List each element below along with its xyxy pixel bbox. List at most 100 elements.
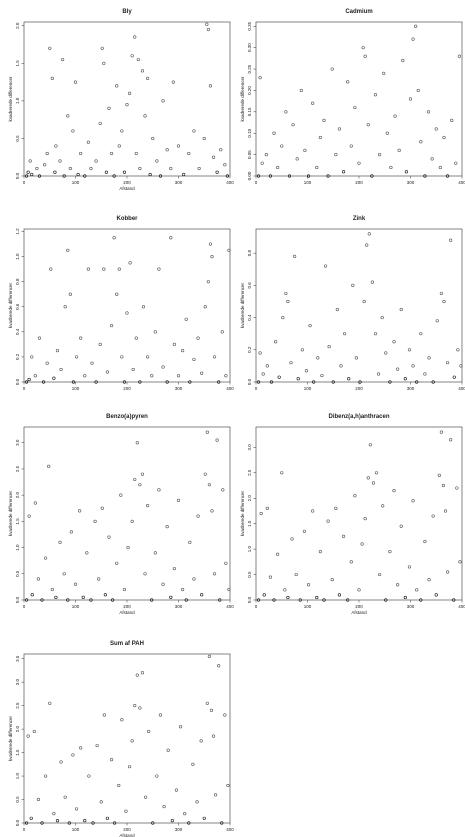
data-point (161, 365, 165, 369)
data-point (296, 377, 300, 381)
data-point (169, 166, 173, 171)
data-point (86, 267, 90, 271)
data-point (49, 267, 53, 271)
data-point (300, 348, 304, 352)
y-axis-label: kvadrerede differencer (8, 76, 13, 121)
data-point (423, 539, 427, 544)
data-point (71, 380, 76, 384)
data-point (323, 264, 328, 268)
data-point (27, 377, 31, 382)
data-point (211, 734, 216, 738)
data-point (370, 280, 374, 284)
data-point (78, 509, 82, 513)
data-point (58, 540, 62, 544)
data-point (184, 317, 188, 321)
data-point (371, 481, 376, 485)
data-point (79, 746, 83, 750)
data-point (105, 816, 110, 820)
data-point (172, 342, 176, 346)
data-point (40, 598, 44, 602)
data-point (52, 812, 56, 816)
data-point (224, 374, 228, 378)
y-tick-label: 0.15 (247, 107, 252, 116)
data-point (366, 476, 370, 480)
data-point (258, 351, 262, 355)
x-tick-label: 100 (304, 604, 312, 609)
data-point (365, 243, 369, 247)
data-point (293, 254, 297, 258)
data-point (89, 166, 93, 171)
data-point (438, 165, 442, 170)
plot-frame (23, 653, 231, 824)
data-point (187, 151, 191, 156)
panel-title: Dibenz(a,h)anthracen (328, 414, 389, 420)
data-point (127, 765, 132, 769)
data-point (104, 170, 108, 174)
data-point (24, 598, 29, 602)
data-point (397, 148, 401, 152)
data-point (450, 118, 454, 122)
plot-frame (255, 21, 463, 177)
data-point (61, 57, 65, 62)
panel-title: Benzo(a)pyren (106, 414, 148, 420)
data-point (449, 438, 453, 442)
data-point (124, 809, 128, 813)
data-point (37, 336, 42, 340)
data-point (202, 136, 206, 141)
x-tick-label: 200 (355, 180, 363, 185)
data-point (74, 807, 79, 811)
y-tick-label: 0.2 (247, 346, 252, 353)
data-point (59, 760, 63, 764)
data-point (102, 61, 106, 65)
data-point (33, 374, 37, 378)
data-point (399, 524, 403, 528)
data-point (265, 364, 269, 368)
y-axis-label: kvadrerede differencer (8, 491, 13, 536)
data-point (414, 24, 418, 28)
data-point (349, 560, 353, 564)
x-tick-label: 400 (226, 180, 234, 185)
data-point (26, 170, 30, 174)
data-point (54, 144, 58, 148)
x-tick-label: 200 (123, 827, 131, 832)
data-point (200, 593, 204, 597)
data-point (396, 583, 400, 587)
data-point (210, 254, 214, 259)
data-point (378, 153, 382, 157)
data-point (337, 127, 342, 131)
data-point (211, 155, 216, 159)
data-point (357, 588, 361, 592)
x-tick-label: 400 (226, 827, 234, 832)
data-point (115, 292, 119, 296)
y-tick-label: 0.5 (15, 135, 20, 142)
data-point (140, 671, 145, 675)
data-point (109, 323, 114, 328)
data-point (206, 27, 210, 32)
data-point (191, 762, 195, 766)
data-point (363, 54, 367, 58)
data-point (188, 380, 192, 384)
data-point (303, 148, 307, 152)
x-tick-label: 100 (72, 180, 80, 185)
data-point (224, 561, 228, 565)
data-point (158, 174, 163, 178)
data-point (221, 488, 225, 492)
data-point (443, 509, 448, 513)
data-point (125, 103, 129, 107)
data-point (176, 374, 181, 378)
data-point (411, 364, 415, 368)
data-point (346, 80, 350, 84)
data-point (117, 144, 121, 148)
data-point (353, 105, 357, 110)
data-point (294, 572, 298, 577)
data-point (48, 701, 52, 705)
y-tick-label: 0.25 (247, 64, 252, 73)
data-point (68, 292, 72, 296)
data-point (134, 336, 138, 340)
data-point (66, 248, 70, 252)
y-tick-label: 0.5 (15, 796, 20, 803)
x-tick-label: 100 (72, 604, 80, 609)
y-axis-label: kvadrerede differencer (8, 283, 13, 328)
data-point (360, 542, 364, 546)
